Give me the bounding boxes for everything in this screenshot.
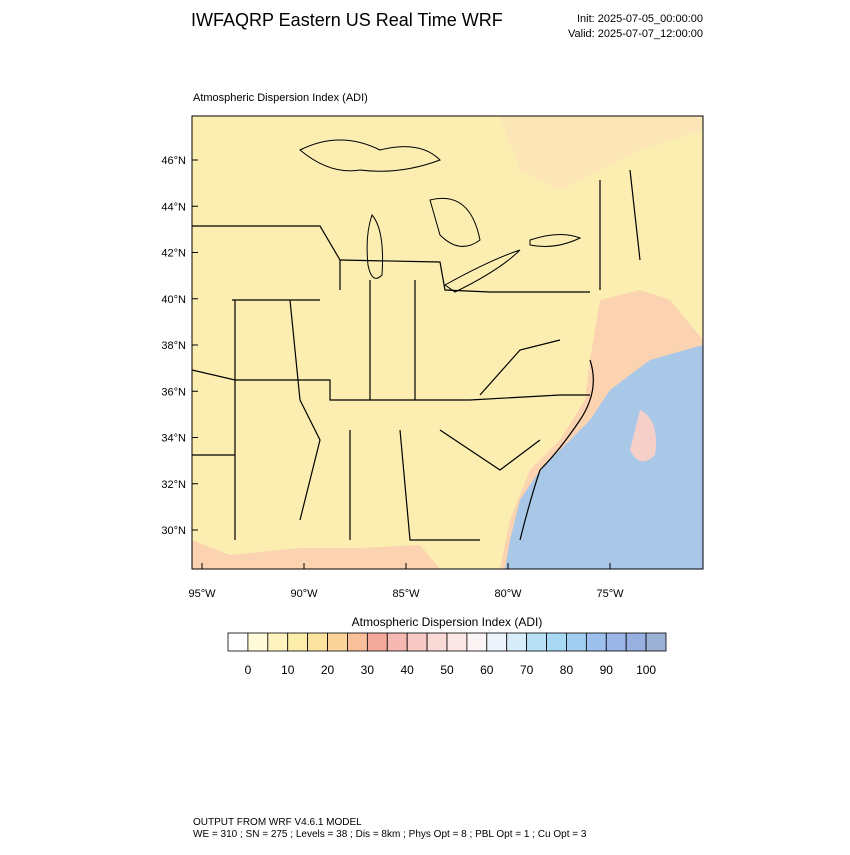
state-borders [192,169,641,541]
lat-label: 46°N [161,155,186,167]
colorbar-box [386,632,408,652]
colorbar-box [287,632,309,652]
map-label: Atmospheric Dispersion Index (ADI) [193,92,368,104]
lake-michigan [366,214,383,279]
colorbar-tick-label: 70 [520,663,534,677]
colorbar-box [585,632,607,652]
ocean [505,345,703,569]
colorbar-tick-label: 30 [361,663,375,677]
lon-label: 95°W [188,588,216,600]
colorbar-box [307,632,328,652]
lat-label: 44°N [161,201,186,213]
colorbar-tick-label: 40 [401,663,415,677]
colorbar-tick-label: 90 [600,663,614,677]
lake-huron [429,197,481,247]
canada [192,116,703,190]
colorbar-box [506,632,528,652]
lat-label: 36°N [161,386,186,398]
lat-label: 34°N [161,433,186,445]
colorbar-box [566,632,587,652]
lon-labels: 95°W 90°W 85°W 80°W 75°W [188,563,624,600]
lon-label: 80°W [494,588,522,600]
colorbar-tick-label: 60 [480,663,494,677]
map-frame [191,115,704,570]
colorbar-tick-label: 20 [321,663,335,677]
lat-label: 30°N [161,525,186,537]
colorbar-box [446,632,468,652]
colorbar-box [247,632,269,652]
colorbar-box [526,632,547,652]
colorbar-box [406,632,428,652]
lat-label: 42°N [161,248,186,260]
lake-erie [444,249,521,293]
colorbar-tick-label: 0 [245,663,252,677]
colorbar-box [645,632,667,652]
colorbar-title: Atmospheric Dispersion Index (ADI) [352,615,543,629]
colorbar-tick-label: 80 [560,663,574,677]
lat-labels: 46°N 44°N 42°N 40°N 38°N 36°N 34°N 32°N 30°N [161,155,198,537]
colorbar: 0 10 20 30 40 50 60 70 80 90 100 [227,632,667,677]
colorbar-box [605,632,627,652]
lon-label: 75°W [596,588,624,600]
colorbar-tick-label: 50 [440,663,454,677]
colorbar-tick-label: 10 [281,663,295,677]
colorbar-box [486,632,508,652]
colorbar-box [625,632,647,652]
lon-label: 90°W [290,588,318,600]
colorbar-box [267,632,289,652]
colorbar-box [327,632,348,652]
colorbar-box [227,632,249,652]
lake-superior [299,139,441,172]
footer-line: WE = 310 ; SN = 275 ; Levels = 38 ; Dis … [193,829,587,840]
lon-label: 85°W [392,588,420,600]
colorbar-box [426,632,448,652]
title: IWFAQRP Eastern US Real Time WRF [191,10,503,30]
init-time: Init: 2025-07-05_00:00:00 [577,13,703,25]
ocean-feature [630,410,656,462]
map [191,115,704,570]
lake-ontario [529,234,582,247]
colorbar-box [366,632,388,652]
colorbar-tick-label: 100 [636,663,656,677]
lat-label: 38°N [161,340,186,352]
gulf [192,540,440,569]
lat-label: 40°N [161,294,186,306]
colorbar-box [347,632,368,652]
lat-label: 32°N [161,479,186,491]
colorbar-box [466,632,488,652]
footer-line: OUTPUT FROM WRF V4.6.1 MODEL [193,817,362,828]
valid-time: Valid: 2025-07-07_12:00:00 [568,28,703,40]
colorbar-box [546,632,567,652]
